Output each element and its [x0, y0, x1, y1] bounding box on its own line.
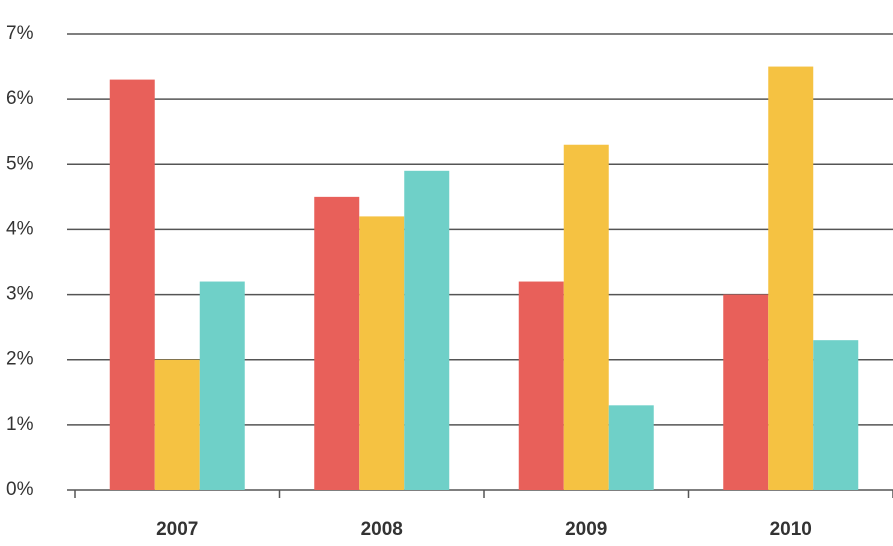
- bar: [813, 340, 859, 490]
- bar: [563, 144, 609, 490]
- y-tick-label: 1%: [6, 414, 34, 435]
- x-tick-label: 2008: [361, 519, 403, 540]
- bar: [768, 66, 814, 491]
- x-tick-label: 2010: [770, 519, 812, 540]
- y-tick-label: 3%: [6, 284, 34, 305]
- x-tick-label: 2009: [565, 519, 607, 540]
- bar: [109, 79, 155, 490]
- bar: [154, 359, 200, 490]
- x-tick-label: 2007: [156, 519, 198, 540]
- bar: [404, 170, 450, 491]
- y-tick-label: 4%: [6, 218, 34, 239]
- y-tick-label: 0%: [6, 479, 34, 500]
- bar: [723, 294, 769, 490]
- bar: [359, 216, 405, 490]
- bar: [314, 196, 360, 490]
- y-tick-label: 2%: [6, 349, 34, 370]
- y-tick-label: 6%: [6, 88, 34, 109]
- y-tick-label: 5%: [6, 153, 34, 174]
- bar: [518, 281, 564, 490]
- bar: [199, 281, 245, 490]
- bar: [608, 405, 654, 490]
- y-tick-label: 7%: [6, 23, 34, 44]
